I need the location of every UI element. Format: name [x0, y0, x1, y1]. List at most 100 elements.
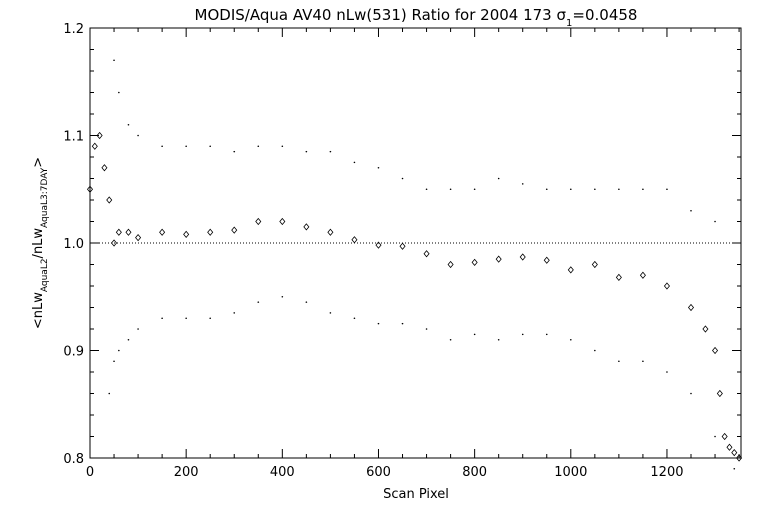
data-point [351, 236, 358, 244]
data-point [106, 196, 113, 204]
data-point [497, 177, 500, 180]
data-point [329, 312, 332, 314]
data-point [127, 338, 130, 341]
data-point [618, 188, 620, 191]
data-point [594, 349, 596, 352]
data-point [118, 349, 120, 352]
data-point [545, 333, 548, 336]
data-point [115, 228, 122, 236]
x-tick-label: 0 [86, 465, 94, 480]
data-point [401, 322, 404, 325]
x-tick-label: 200 [174, 465, 199, 480]
data-point [257, 145, 260, 148]
data-point [702, 325, 709, 333]
series-mean [86, 131, 743, 462]
x-tick-label: 400 [270, 465, 295, 480]
data-point [567, 266, 574, 274]
data-point [642, 360, 644, 363]
data-point [521, 333, 524, 336]
data-point [125, 228, 132, 236]
data-point [329, 150, 332, 153]
data-point [716, 389, 723, 398]
data-point [666, 188, 668, 191]
data-point [377, 166, 380, 169]
data-point [615, 273, 622, 282]
data-point [733, 467, 736, 470]
data-point [687, 303, 695, 312]
data-point [569, 188, 572, 191]
data-point [569, 338, 572, 341]
chart-title: MODIS/Aqua AV40 nLw(531) Ratio for 2004 … [195, 6, 638, 29]
data-point [594, 188, 596, 191]
data-point [91, 142, 98, 150]
data-point [233, 312, 236, 314]
data-point [449, 338, 452, 341]
y-tick-label: 0.8 [63, 452, 84, 467]
data-point [545, 188, 548, 191]
series-lower-bound [108, 295, 736, 470]
data-point [736, 454, 743, 462]
data-point [101, 164, 108, 172]
data-point [183, 230, 190, 239]
data-point [666, 371, 668, 373]
y-tick-label: 1.1 [63, 130, 84, 145]
data-point [473, 188, 476, 191]
data-point [161, 317, 163, 320]
data-point [690, 392, 692, 395]
data-point [233, 150, 236, 153]
data-point [423, 250, 430, 258]
data-point [113, 360, 115, 363]
data-point [618, 360, 620, 363]
data-point [281, 295, 284, 298]
data-point [185, 317, 187, 320]
x-axis-ticks: 0 200 400 600 800 1000 1200 [86, 28, 740, 480]
data-point [161, 145, 163, 148]
data-point [642, 188, 644, 191]
title-subscript: 1 [566, 18, 572, 29]
data-point [591, 260, 598, 269]
data-point [113, 59, 115, 62]
data-point [327, 228, 334, 236]
x-tick-label: 800 [462, 465, 487, 480]
data-point [305, 150, 308, 153]
data-point [731, 449, 738, 457]
series-upper-bound [113, 59, 716, 223]
data-point [401, 177, 404, 180]
data-point [375, 241, 382, 249]
y-tick-label: 1.2 [63, 22, 84, 37]
data-point [449, 188, 452, 191]
data-point [447, 260, 454, 269]
data-point [353, 317, 356, 320]
data-point [473, 333, 476, 336]
data-point [127, 123, 130, 126]
x-tick-label: 1200 [650, 465, 683, 480]
data-point [726, 443, 733, 451]
y-axis-label: <nLwAquaL2/nLwAquaL3:7DAY> [31, 157, 50, 329]
data-point [399, 242, 406, 250]
data-point [281, 145, 284, 148]
y-axis-ticks: 0.8 0.9 1.0 1.1 1.2 [63, 22, 741, 467]
data-point [721, 432, 728, 441]
data-point [86, 185, 94, 193]
data-point [714, 220, 716, 223]
data-point [209, 145, 211, 148]
data-point [519, 253, 526, 261]
data-point [303, 223, 310, 231]
data-point [118, 91, 120, 94]
x-tick-label: 1000 [554, 465, 587, 480]
data-point [495, 255, 502, 263]
data-point [353, 161, 356, 164]
data-point [159, 228, 166, 236]
data-point [135, 234, 142, 242]
x-tick-label: 600 [366, 465, 391, 480]
data-point [714, 435, 716, 438]
data-point [425, 188, 428, 191]
data-point [137, 134, 139, 137]
data-point [471, 258, 478, 266]
data-point [185, 145, 187, 148]
data-point [279, 217, 286, 226]
data-point [425, 328, 428, 330]
x-axis-label: Scan Pixel [383, 487, 449, 502]
data-point [543, 256, 550, 264]
